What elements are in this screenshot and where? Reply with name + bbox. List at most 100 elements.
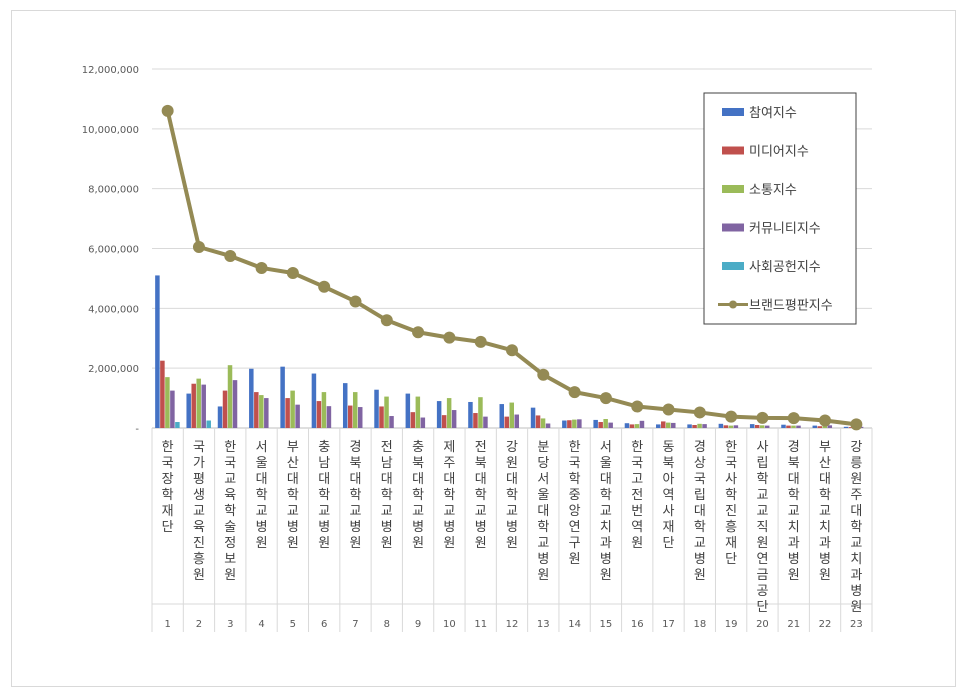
line-point xyxy=(819,414,832,427)
bar xyxy=(733,425,739,428)
bar xyxy=(155,275,160,428)
x-rank-label: 16 xyxy=(631,619,644,630)
bar xyxy=(473,413,478,428)
bar xyxy=(259,395,264,428)
legend-box xyxy=(703,92,857,325)
bar xyxy=(191,383,196,428)
x-rank-label: 22 xyxy=(819,619,832,630)
bar xyxy=(196,378,201,428)
bar xyxy=(483,416,488,428)
y-tick-label: 4,000,000 xyxy=(88,304,139,315)
x-rank-label: 10 xyxy=(443,619,456,630)
bar xyxy=(530,407,536,428)
line-point xyxy=(192,241,205,254)
legend-label: 커뮤니티지수 xyxy=(749,222,821,237)
line-point xyxy=(631,400,644,413)
bar xyxy=(170,390,175,428)
bar xyxy=(290,390,295,428)
bar xyxy=(624,423,630,428)
line-point xyxy=(161,104,174,117)
legend-label: 사회공헌지수 xyxy=(749,260,821,275)
bar xyxy=(389,416,394,428)
line-point xyxy=(725,410,738,423)
x-rank-label: 19 xyxy=(725,619,738,630)
line-point xyxy=(474,335,487,348)
bar xyxy=(656,424,661,428)
line-point xyxy=(412,326,425,339)
bar xyxy=(817,426,823,428)
x-rank-label: 2 xyxy=(196,619,202,630)
bar xyxy=(577,419,582,428)
bar xyxy=(384,396,389,428)
bar xyxy=(671,422,676,428)
x-rank-label: 20 xyxy=(756,619,769,630)
bar xyxy=(796,425,801,428)
bar xyxy=(545,423,551,428)
legend-label: 소통지수 xyxy=(749,183,797,198)
y-tick-label: 2,000,000 xyxy=(88,364,139,375)
bar xyxy=(791,425,796,428)
legend-marker xyxy=(729,300,737,309)
bar xyxy=(175,422,180,428)
bar xyxy=(478,397,483,428)
bar xyxy=(468,401,473,428)
line-point xyxy=(537,368,550,381)
bar xyxy=(436,401,442,428)
legend-swatch xyxy=(722,146,744,155)
bar xyxy=(249,368,254,428)
bar xyxy=(749,424,755,428)
bar xyxy=(295,404,300,428)
bar xyxy=(603,419,608,428)
bar xyxy=(499,404,504,428)
bar xyxy=(718,423,724,428)
bar xyxy=(540,418,546,428)
bar xyxy=(441,415,447,428)
x-rank-label: 15 xyxy=(600,619,613,630)
x-rank-label: 6 xyxy=(321,619,327,630)
x-rank-label: 12 xyxy=(506,619,519,630)
bar xyxy=(848,427,854,428)
x-rank-label: 5 xyxy=(290,619,296,630)
bar xyxy=(165,377,170,428)
bar xyxy=(347,405,353,428)
bar xyxy=(728,425,734,428)
x-rank-label: 21 xyxy=(787,619,800,630)
bar xyxy=(446,398,452,428)
bar xyxy=(661,421,666,428)
line-point xyxy=(787,412,800,425)
bar xyxy=(697,423,702,428)
bar xyxy=(687,424,692,428)
line-point xyxy=(318,280,331,293)
bar xyxy=(567,420,572,428)
bar xyxy=(666,422,671,428)
bar xyxy=(723,425,729,428)
bar xyxy=(232,380,238,428)
legend-swatch xyxy=(722,262,744,270)
line-point xyxy=(506,344,518,357)
bar xyxy=(812,425,818,428)
bar xyxy=(379,406,384,428)
bar xyxy=(254,392,259,428)
line-point xyxy=(255,261,268,274)
line-point xyxy=(380,314,393,327)
bar xyxy=(781,424,786,428)
line-point xyxy=(599,392,612,405)
bar xyxy=(311,373,317,428)
line-point xyxy=(286,267,299,280)
bar xyxy=(280,366,285,428)
